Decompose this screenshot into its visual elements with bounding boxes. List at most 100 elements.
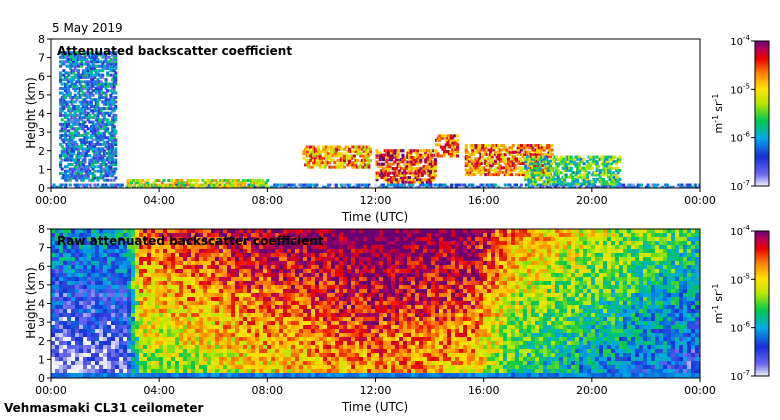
heatmap-cell bbox=[406, 160, 410, 164]
heatmap-cell bbox=[144, 183, 148, 187]
heatmap-cell bbox=[75, 333, 79, 337]
heatmap-cell bbox=[569, 169, 573, 173]
heatmap-cell bbox=[73, 82, 77, 86]
heatmap-cell bbox=[548, 169, 552, 173]
heatmap-cell bbox=[664, 185, 668, 188]
heatmap-cell bbox=[131, 341, 135, 345]
heatmap-cell bbox=[318, 154, 322, 158]
heatmap-cell bbox=[364, 145, 368, 149]
heatmap-cell bbox=[524, 164, 528, 168]
heatmap-cell bbox=[537, 160, 541, 164]
heatmap-cell bbox=[365, 145, 369, 149]
heatmap-cell bbox=[263, 185, 267, 188]
heatmap-cell bbox=[375, 173, 379, 177]
heatmap-cell bbox=[532, 152, 536, 156]
heatmap-cell bbox=[179, 365, 183, 369]
heatmap-cell bbox=[238, 181, 242, 185]
heatmap-cell bbox=[576, 157, 580, 161]
heatmap-cell bbox=[107, 261, 111, 265]
heatmap-cell bbox=[183, 373, 187, 377]
heatmap-cell bbox=[139, 333, 143, 337]
heatmap-cell bbox=[386, 164, 390, 168]
heatmap-cell bbox=[502, 166, 506, 170]
heatmap-cell bbox=[203, 269, 207, 273]
heatmap-cell bbox=[446, 145, 450, 149]
heatmap-cell bbox=[112, 171, 116, 175]
heatmap-cell bbox=[191, 309, 195, 313]
heatmap-cell bbox=[513, 155, 517, 159]
heatmap-cell bbox=[381, 185, 385, 188]
heatmap-cell bbox=[617, 185, 621, 188]
heatmap-cell bbox=[63, 317, 67, 321]
heatmap-cell bbox=[576, 162, 580, 166]
heatmap-cell bbox=[81, 102, 85, 106]
heatmap-cell bbox=[111, 337, 115, 341]
heatmap-cell bbox=[343, 158, 347, 162]
heatmap-cell bbox=[386, 178, 390, 182]
heatmap-cell bbox=[422, 167, 426, 171]
heatmap-cell bbox=[75, 156, 79, 160]
heatmap-cell bbox=[167, 361, 171, 365]
heatmap-cell bbox=[104, 84, 108, 88]
heatmap-cell bbox=[81, 116, 85, 120]
heatmap-cell bbox=[555, 183, 559, 187]
heatmap-cell bbox=[243, 181, 247, 185]
heatmap-cell bbox=[103, 285, 107, 289]
heatmap-cell bbox=[417, 180, 421, 184]
heatmap-cell bbox=[472, 166, 476, 170]
heatmap-cell bbox=[381, 158, 385, 162]
heatmap-cell bbox=[485, 152, 489, 156]
heatmap-cell bbox=[104, 100, 108, 104]
heatmap-cell bbox=[427, 169, 431, 173]
heatmap-cell bbox=[117, 183, 121, 187]
heatmap-cell bbox=[151, 297, 155, 301]
heatmap-cell bbox=[467, 152, 471, 156]
heatmap-cell bbox=[99, 233, 103, 237]
heatmap-cell bbox=[55, 361, 59, 365]
heatmap-cell bbox=[279, 185, 283, 188]
heatmap-cell bbox=[493, 161, 497, 165]
heatmap-cell bbox=[94, 160, 98, 164]
heatmap-cell bbox=[104, 151, 108, 155]
heatmap-cell bbox=[339, 156, 343, 160]
heatmap-cell bbox=[467, 168, 471, 172]
heatmap-cell bbox=[68, 149, 72, 153]
heatmap-cell bbox=[171, 321, 175, 325]
heatmap-cell bbox=[179, 313, 183, 317]
heatmap-cell bbox=[199, 253, 203, 257]
heatmap-cell bbox=[115, 277, 119, 281]
heatmap-cell bbox=[191, 289, 195, 293]
heatmap-cell bbox=[141, 183, 145, 187]
heatmap-cell bbox=[96, 107, 100, 111]
heatmap-cell bbox=[403, 169, 407, 173]
heatmap-cell bbox=[78, 93, 82, 97]
heatmap-cell bbox=[76, 57, 80, 61]
heatmap-cell bbox=[111, 357, 115, 361]
heatmap-cell bbox=[114, 158, 118, 162]
heatmap-cell bbox=[175, 241, 179, 245]
heatmap-cell bbox=[430, 185, 434, 188]
heatmap-cell bbox=[147, 229, 151, 233]
heatmap-cell bbox=[160, 183, 164, 187]
heatmap-cell bbox=[497, 152, 501, 156]
heatmap-cell bbox=[425, 183, 429, 187]
heatmap-cell bbox=[59, 245, 63, 249]
heatmap-cell bbox=[549, 185, 553, 188]
heatmap-cell bbox=[159, 345, 163, 349]
heatmap-cell bbox=[106, 174, 110, 178]
heatmap-cell bbox=[203, 293, 207, 297]
heatmap-cell bbox=[446, 143, 450, 147]
heatmap-cell bbox=[414, 173, 418, 177]
heatmap-cell bbox=[87, 345, 91, 349]
heatmap-cell bbox=[159, 373, 163, 377]
heatmap-cell bbox=[65, 154, 69, 158]
heatmap-cell bbox=[187, 317, 191, 321]
heatmap-cell bbox=[436, 138, 440, 142]
heatmap-cell bbox=[127, 369, 131, 373]
heatmap-cell bbox=[111, 125, 115, 129]
heatmap-cell bbox=[529, 162, 533, 166]
heatmap-cell bbox=[55, 269, 59, 273]
heatmap-cell bbox=[177, 185, 181, 188]
heatmap-cell bbox=[333, 154, 337, 158]
heatmap-cell bbox=[114, 107, 118, 111]
